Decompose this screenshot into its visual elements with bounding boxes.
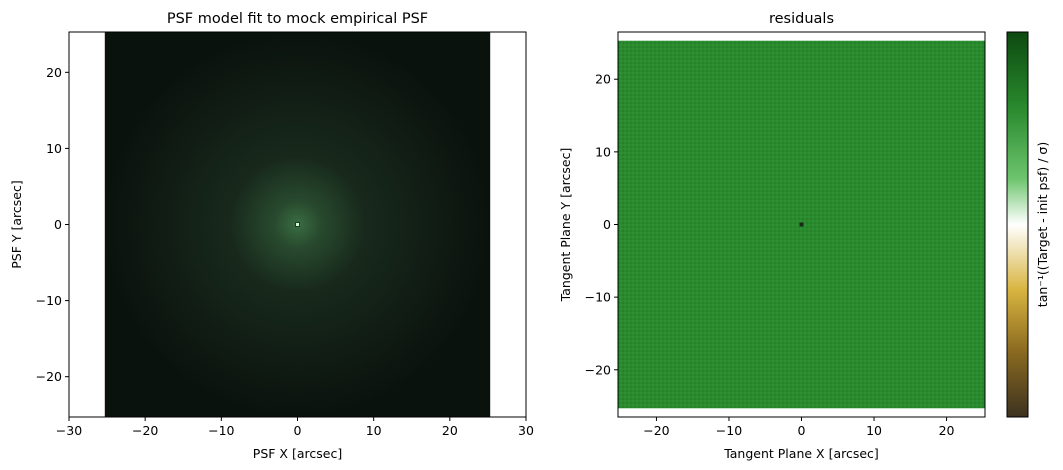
left-y-tick-label: 20 xyxy=(46,65,62,80)
left-x-tick-label: −30 xyxy=(56,423,82,438)
left-y-tick-label: 10 xyxy=(46,141,62,156)
left-y-axis-label: PSF Y [arcsec] xyxy=(9,180,24,268)
colorbar-gradient xyxy=(1006,31,1029,418)
left-chart-title: PSF model fit to mock empirical PSF xyxy=(167,11,428,27)
left-x-tick-label: 0 xyxy=(294,423,302,438)
right-chart-title: residuals xyxy=(769,11,834,27)
residuals-image xyxy=(618,40,985,409)
psf-peak xyxy=(296,223,299,226)
left-y-ticks: −20 −10 0 10 20 xyxy=(36,65,69,384)
right-x-axis-label: Tangent Plane X [arcsec] xyxy=(723,446,879,461)
left-x-tick-label: 30 xyxy=(518,423,534,438)
right-x-tick-label: −10 xyxy=(716,423,742,438)
right-y-tick-label: −20 xyxy=(585,362,611,377)
psf-model-panel: PSF model fit to mock empirical PSF −30−… xyxy=(9,11,534,461)
right-y-tick-label: −10 xyxy=(585,290,611,305)
right-x-tick-label: −20 xyxy=(643,423,669,438)
right-y-tick-label: 20 xyxy=(595,72,611,87)
psf-image xyxy=(104,32,491,417)
residuals-panel: residuals −20 −10 0 10 20 −20 −10 0 10 20 Tangen… xyxy=(558,11,986,461)
left-x-tick-label: −20 xyxy=(132,423,158,438)
colorbar-label: tan⁻¹((Target - init psf) / σ) xyxy=(1035,142,1050,307)
left-y-tick-label: −20 xyxy=(36,369,62,384)
left-x-tick-label: 10 xyxy=(366,423,382,438)
right-y-axis-label: Tangent Plane Y [arcsec] xyxy=(558,148,573,303)
right-x-ticks: −20 −10 0 10 20 xyxy=(643,417,955,438)
left-x-tick-label: 20 xyxy=(442,423,458,438)
right-y-tick-label: 10 xyxy=(595,144,611,159)
left-y-tick-label: −10 xyxy=(36,293,62,308)
right-x-tick-label: 10 xyxy=(866,423,882,438)
right-x-tick-label: 0 xyxy=(798,423,806,438)
right-x-tick-label: 20 xyxy=(939,423,955,438)
right-y-ticks: −20 −10 0 10 20 xyxy=(585,72,618,377)
left-x-tick-label: −10 xyxy=(208,423,234,438)
left-y-tick-label: 0 xyxy=(54,217,62,232)
right-y-tick-label: 0 xyxy=(603,217,611,232)
colorbar: tan⁻¹((Target - init psf) / σ) xyxy=(1006,31,1050,418)
left-x-axis-label: PSF X [arcsec] xyxy=(253,446,342,461)
left-x-ticks: −30 −20 −10 0 10 20 30 xyxy=(56,417,534,438)
residuals-center-pixel xyxy=(799,222,804,227)
